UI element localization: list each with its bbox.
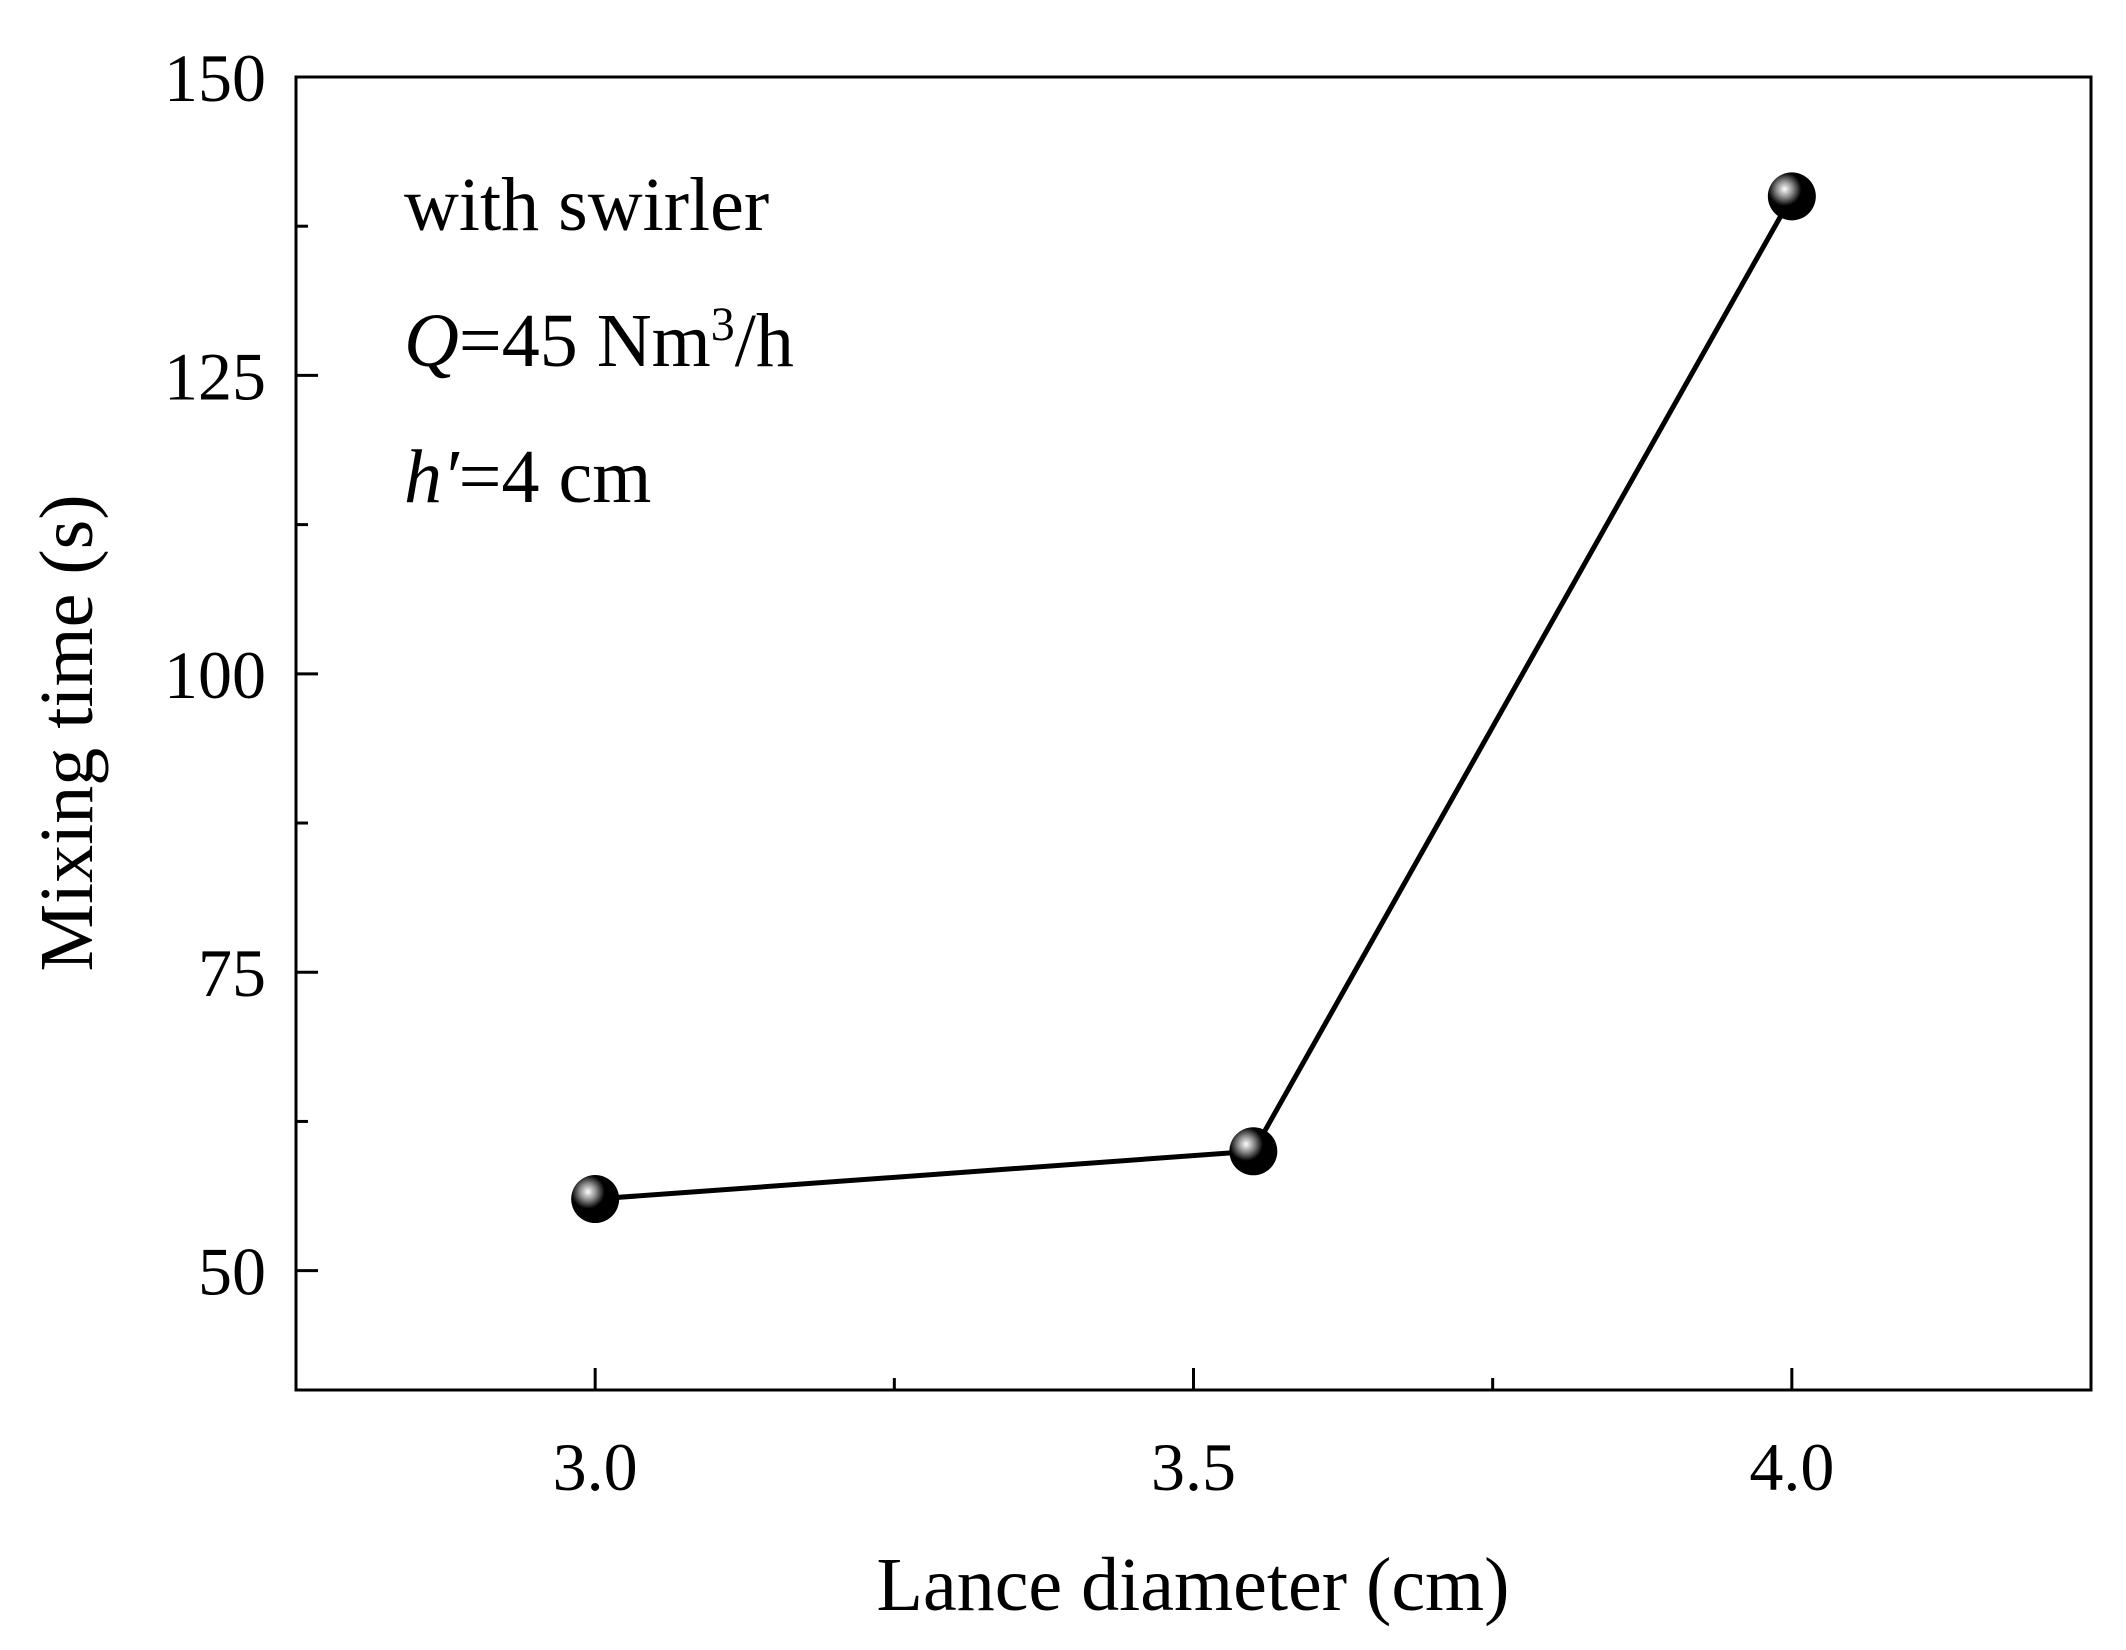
y-tick-label: 150: [164, 40, 266, 116]
y-tick-label: 100: [164, 637, 266, 713]
annotation-part: =4 cm: [459, 435, 652, 519]
y-tick-label: 75: [198, 935, 266, 1011]
x-tick-label: 4.0: [1749, 1429, 1834, 1505]
y-axis-title: Mixing time (s): [25, 494, 109, 971]
x-tick-label: 3.5: [1151, 1429, 1236, 1505]
y-tick-label: 125: [164, 338, 266, 414]
plot-frame: [294, 75, 2093, 1392]
annotation: h′=4 cm: [404, 435, 651, 519]
annotation-part: with swirler: [404, 163, 769, 247]
annotation-part: Q: [404, 299, 459, 383]
data-point: [1229, 1127, 1278, 1176]
annotation-part: =45 Nm: [459, 299, 711, 383]
annotation: with swirler: [404, 163, 769, 247]
annotation-part: /h: [735, 299, 794, 383]
data-point: [1767, 172, 1816, 221]
annotation-part: h′: [404, 435, 460, 519]
x-axis-title: Lance diameter (cm): [877, 1543, 1510, 1627]
x-tick-label: 3.0: [553, 1429, 638, 1505]
annotation: Q=45 Nm3/h: [404, 298, 794, 384]
data-point: [571, 1175, 620, 1224]
annotation-part: 3: [711, 298, 735, 351]
y-tick-label: 50: [198, 1234, 266, 1310]
